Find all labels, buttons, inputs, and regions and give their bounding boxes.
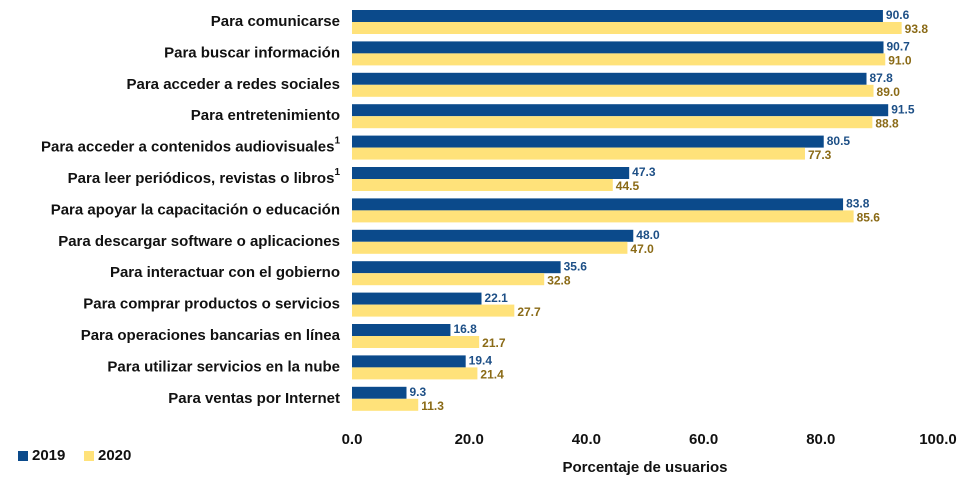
- footnote-marker: 1: [334, 167, 340, 178]
- category-label: Para apoyar la capacitación o educación: [51, 201, 340, 218]
- category-text: Para interactuar con el gobierno: [110, 264, 340, 281]
- bar: [352, 367, 478, 380]
- x-tick-label: 20.0: [455, 431, 484, 448]
- bar: [352, 292, 482, 305]
- footnote-marker: 1: [334, 135, 340, 146]
- category-label: Para acceder a redes sociales: [127, 76, 341, 93]
- category-text: Para acceder a contenidos audiovisuales: [41, 139, 334, 156]
- category-label: Para acceder a contenidos audiovisuales1: [41, 135, 340, 155]
- bar: [352, 179, 613, 191]
- bar: [352, 84, 874, 97]
- value-label: 11.3: [421, 399, 444, 413]
- bar: [352, 336, 480, 348]
- x-tick-label: 100.0: [919, 431, 957, 448]
- bar: [352, 386, 407, 399]
- bar: [352, 135, 824, 148]
- value-label: 83.8: [846, 197, 870, 211]
- bar: [352, 398, 419, 411]
- value-label: 90.7: [887, 40, 911, 54]
- value-label: 32.8: [547, 273, 571, 287]
- category-label: Para leer periódicos, revistas o libros1: [68, 167, 341, 187]
- bar: [352, 116, 873, 129]
- value-label: 80.5: [827, 134, 851, 148]
- category-text: Para buscar información: [164, 44, 340, 61]
- x-tick-label: 0.0: [342, 431, 363, 448]
- bar: [352, 147, 805, 160]
- bar: [352, 41, 884, 54]
- value-label: 89.0: [877, 85, 901, 99]
- category-label: Para descargar software o aplicaciones: [58, 233, 340, 250]
- bar: [352, 241, 628, 254]
- value-label: 91.5: [891, 102, 915, 116]
- bar: [352, 104, 889, 117]
- value-label: 48.0: [636, 228, 660, 242]
- category-text: Para entretenimiento: [191, 107, 340, 124]
- legend-swatch: [18, 451, 28, 461]
- value-label: 77.3: [808, 148, 832, 162]
- value-label: 35.6: [564, 259, 588, 273]
- category-text: Para operaciones bancarias en línea: [81, 327, 341, 344]
- value-label: 47.3: [632, 165, 656, 179]
- bar: [352, 304, 515, 317]
- bar: [352, 72, 867, 85]
- category-text: Para ventas por Internet: [168, 390, 340, 407]
- value-label: 21.7: [482, 336, 506, 350]
- value-label: 85.6: [857, 211, 881, 225]
- bar: [352, 273, 545, 286]
- bar: [352, 210, 854, 223]
- value-label: 90.6: [886, 8, 910, 22]
- x-tick-label: 40.0: [572, 431, 601, 448]
- bar: [352, 261, 561, 274]
- category-label: Para comprar productos o servicios: [83, 296, 340, 313]
- bar: [352, 324, 451, 336]
- bar: [352, 355, 466, 368]
- value-label: 91.0: [888, 54, 912, 68]
- bar: [352, 10, 883, 22]
- category-text: Para utilizar servicios en la nube: [107, 358, 340, 375]
- category-label: Para operaciones bancarias en línea: [81, 327, 341, 344]
- category-text: Para leer periódicos, revistas o libros: [68, 170, 335, 187]
- category-label: Para comunicarse: [211, 13, 340, 30]
- category-label: Para ventas por Internet: [168, 390, 340, 407]
- value-label: 88.8: [875, 116, 899, 130]
- x-tick-label: 80.0: [806, 431, 835, 448]
- bar: [352, 198, 844, 211]
- value-label: 44.5: [616, 179, 640, 193]
- value-label: 47.0: [630, 242, 654, 256]
- value-label: 16.8: [453, 322, 477, 336]
- value-label: 9.3: [409, 385, 426, 399]
- category-text: Para comprar productos o servicios: [83, 296, 340, 313]
- bar: [352, 53, 886, 66]
- legend-swatch: [84, 451, 94, 461]
- x-axis-label: Porcentaje de usuarios: [562, 459, 727, 476]
- x-tick-label: 60.0: [689, 431, 718, 448]
- category-label: Para entretenimiento: [191, 107, 340, 124]
- category-text: Para descargar software o aplicaciones: [58, 233, 340, 250]
- value-label: 22.1: [485, 291, 509, 305]
- category-label: Para interactuar con el gobierno: [110, 264, 340, 281]
- value-label: 19.4: [469, 354, 493, 368]
- legend-label: 2019: [32, 447, 65, 464]
- bar: [352, 167, 630, 179]
- legend-label: 2020: [98, 447, 131, 464]
- value-label: 87.8: [870, 71, 894, 85]
- category-label: Para utilizar servicios en la nube: [107, 358, 340, 375]
- value-label: 27.7: [517, 305, 541, 319]
- category-text: Para acceder a redes sociales: [127, 76, 341, 93]
- category-label: Para buscar información: [164, 44, 340, 61]
- bar: [352, 22, 902, 34]
- category-text: Para comunicarse: [211, 13, 340, 30]
- category-text: Para apoyar la capacitación o educación: [51, 201, 340, 218]
- value-label: 93.8: [905, 22, 929, 36]
- bar: [352, 229, 634, 242]
- value-label: 21.4: [480, 368, 504, 382]
